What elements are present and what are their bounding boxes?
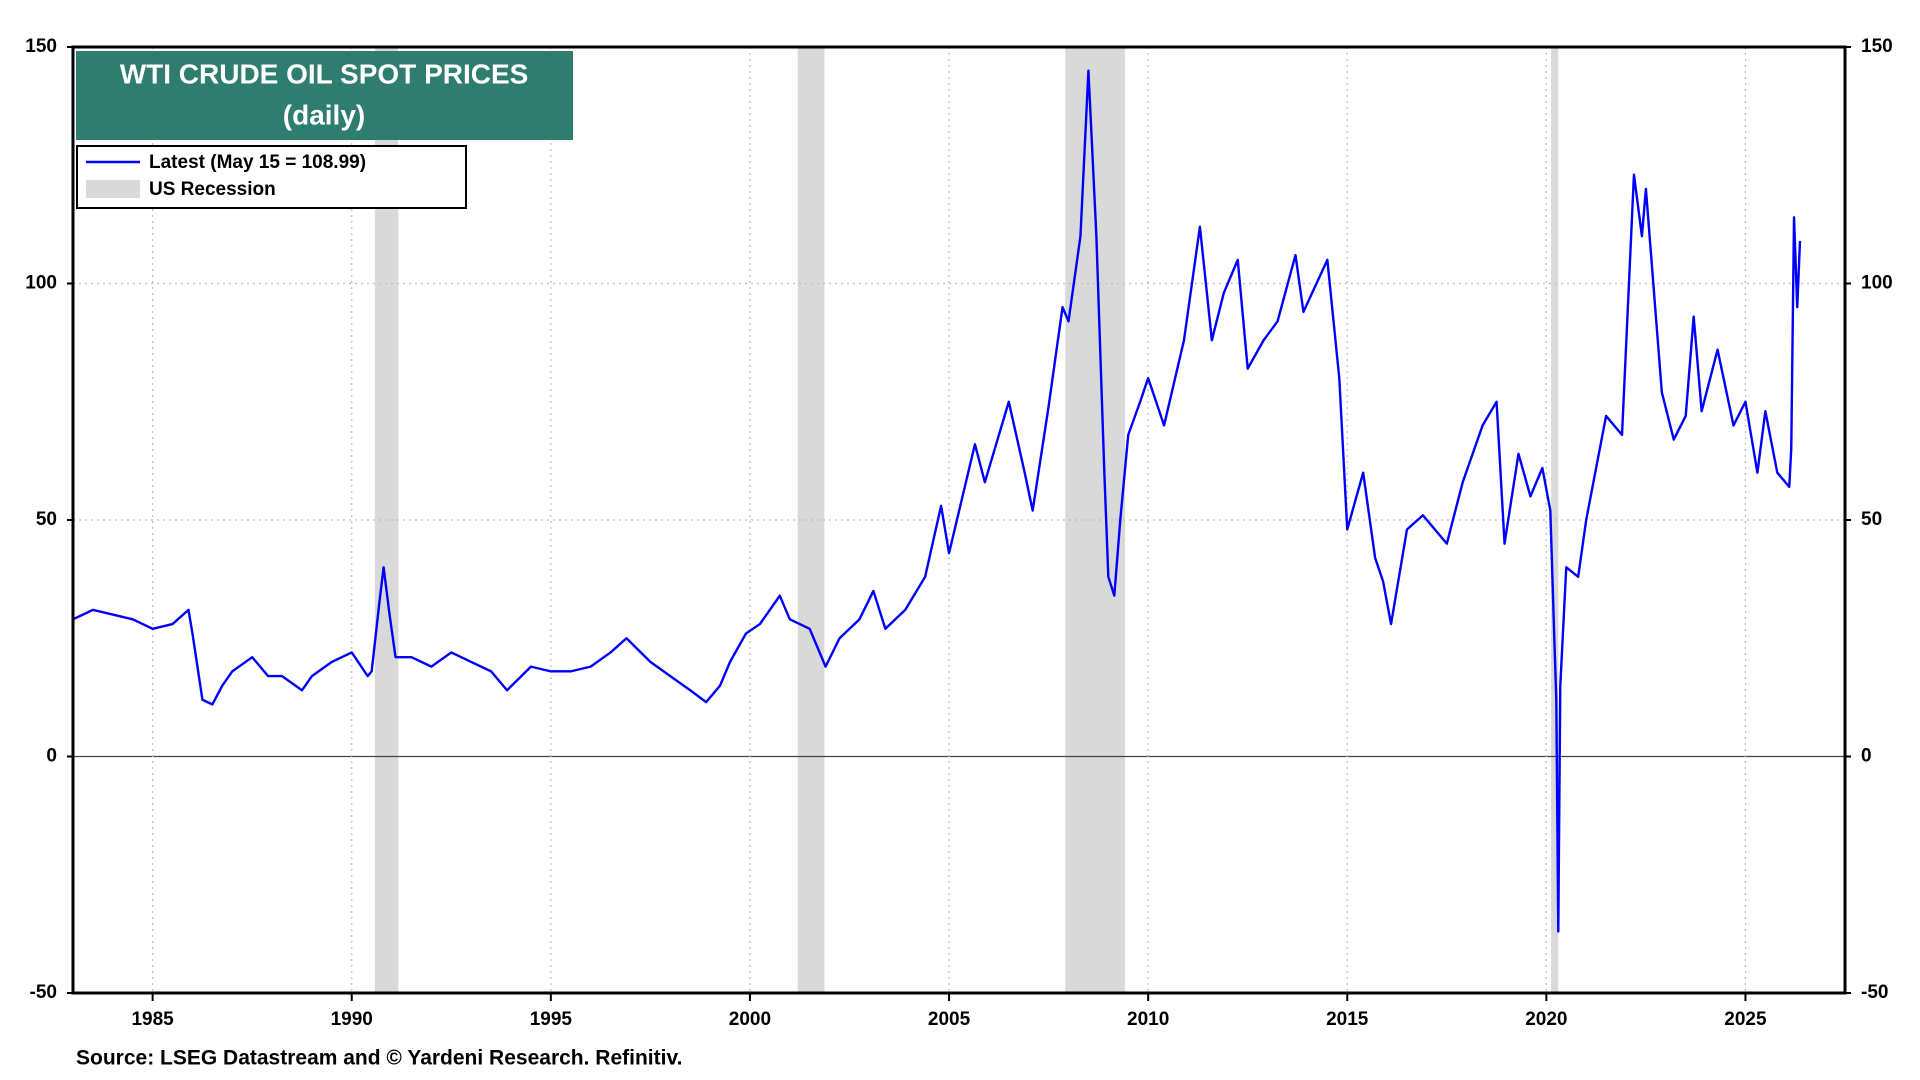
axis-labels: -50 0 50 100 150 -50 0 50 100 150 1985 1990 1995 2000… xyxy=(25,36,1892,1030)
legend-label: US Recession xyxy=(149,179,276,200)
x-tick-label: 2020 xyxy=(1525,1009,1567,1030)
y-tick-label: 50 xyxy=(36,509,57,530)
source-note: Source: LSEG Datastream and © Yardeni Re… xyxy=(76,1047,682,1070)
x-tick-label: 2010 xyxy=(1127,1009,1169,1030)
x-tick-label: 2015 xyxy=(1326,1009,1369,1030)
y2-tick-label: 100 xyxy=(1861,273,1893,294)
y-tick-label: 100 xyxy=(25,273,57,294)
chart-subtitle: (daily) xyxy=(283,99,365,130)
recession-band xyxy=(1551,47,1559,993)
legend-swatch xyxy=(86,180,140,198)
y-tick-label: 150 xyxy=(25,36,57,57)
y-tick-label: -50 xyxy=(30,982,57,1003)
y2-tick-label: 150 xyxy=(1861,36,1893,57)
legend-label: Latest (May 15 = 108.99) xyxy=(149,152,366,173)
title-box xyxy=(76,51,573,140)
x-tick-label: 2005 xyxy=(928,1009,971,1030)
legend-box xyxy=(76,145,467,209)
recession-bands xyxy=(374,47,1559,993)
x-tick-label: 1985 xyxy=(131,1009,174,1030)
x-tick-label: 1990 xyxy=(331,1009,373,1030)
lines xyxy=(72,69,1802,933)
x-tick-label: 2025 xyxy=(1724,1009,1767,1030)
x-tick-label: 2000 xyxy=(729,1009,771,1030)
y2-tick-label: 50 xyxy=(1861,509,1882,530)
y-tick-label: 0 xyxy=(46,746,57,767)
price-line xyxy=(72,69,1802,933)
x-tick-label: 1995 xyxy=(530,1009,573,1030)
legend: Latest (May 15 = 108.99) US Recession xyxy=(86,152,366,200)
y2-tick-label: 0 xyxy=(1861,746,1872,767)
chart-title: WTI CRUDE OIL SPOT PRICES xyxy=(120,58,529,89)
y2-tick-label: -50 xyxy=(1861,982,1888,1003)
